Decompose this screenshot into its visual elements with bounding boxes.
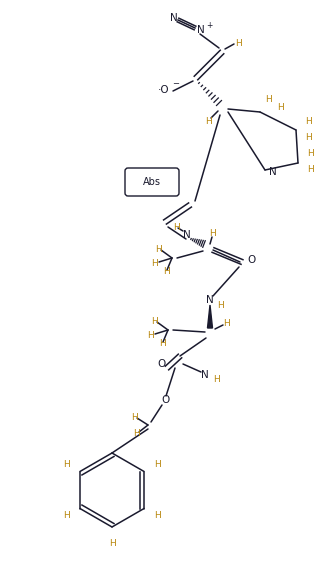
- Text: +: +: [206, 20, 212, 30]
- Text: H: H: [154, 511, 160, 520]
- Text: N: N: [183, 230, 191, 240]
- Text: H: H: [306, 133, 312, 141]
- Text: H: H: [148, 331, 154, 339]
- Text: N: N: [170, 13, 178, 23]
- Text: H: H: [151, 317, 157, 325]
- Text: ·O: ·O: [158, 85, 170, 95]
- Text: N: N: [201, 370, 209, 380]
- Text: H: H: [64, 511, 70, 520]
- Text: N: N: [269, 167, 277, 177]
- Text: −: −: [173, 79, 179, 89]
- Text: H: H: [154, 460, 160, 469]
- Text: H: H: [235, 38, 241, 47]
- Text: N: N: [206, 295, 214, 305]
- Text: O: O: [162, 395, 170, 405]
- Text: H: H: [217, 301, 224, 310]
- FancyBboxPatch shape: [125, 168, 179, 196]
- Text: O: O: [157, 359, 165, 369]
- Text: N: N: [197, 25, 205, 35]
- Text: H: H: [223, 320, 229, 328]
- Text: H: H: [131, 412, 137, 422]
- Text: H: H: [154, 244, 161, 254]
- Text: H: H: [308, 166, 314, 174]
- Text: H: H: [133, 428, 140, 438]
- Text: H: H: [159, 339, 165, 349]
- Text: H: H: [209, 229, 215, 239]
- Text: H: H: [205, 116, 211, 126]
- Text: H: H: [152, 258, 158, 267]
- Polygon shape: [208, 305, 213, 328]
- Text: Abs: Abs: [143, 177, 161, 187]
- Text: H: H: [109, 538, 115, 548]
- Text: H: H: [277, 102, 284, 112]
- Text: H: H: [308, 149, 314, 159]
- Text: H: H: [306, 116, 312, 126]
- Text: O: O: [248, 255, 256, 265]
- Text: H: H: [266, 96, 272, 104]
- Text: H: H: [213, 376, 219, 384]
- Text: H: H: [173, 222, 179, 232]
- Text: H: H: [64, 460, 70, 469]
- Text: H: H: [163, 267, 169, 277]
